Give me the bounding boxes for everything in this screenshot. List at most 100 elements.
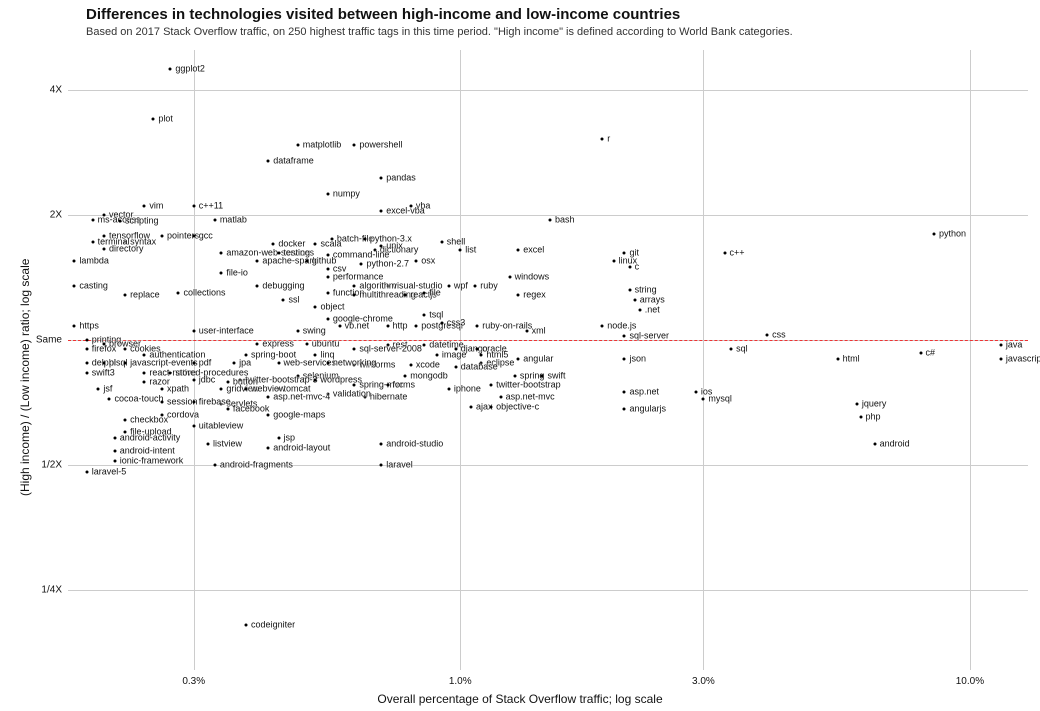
- data-point: [623, 390, 626, 393]
- chart-subtitle: Based on 2017 Stack Overflow traffic, on…: [86, 26, 793, 38]
- data-point-label: gcc: [199, 232, 213, 241]
- y-gridline: [68, 590, 1028, 591]
- data-point: [169, 67, 172, 70]
- data-point: [314, 306, 317, 309]
- data-point: [113, 437, 116, 440]
- chart-title: Differences in technologies visited betw…: [86, 6, 680, 23]
- x-tick-label: 10.0%: [956, 676, 984, 687]
- data-point-label: php: [866, 413, 881, 422]
- data-point: [380, 245, 383, 248]
- data-point-label: user-interface: [199, 327, 254, 336]
- data-point-label: regex: [523, 291, 546, 300]
- data-point-label: javascript: [1006, 354, 1040, 363]
- data-point-label: json: [629, 354, 646, 363]
- data-point-label: pdf: [199, 358, 212, 367]
- data-point-label: shell: [447, 238, 466, 247]
- data-point-label: string: [635, 285, 657, 294]
- data-point: [435, 353, 438, 356]
- data-point: [836, 357, 839, 360]
- data-point-label: ggplot2: [175, 64, 205, 73]
- data-point: [91, 218, 94, 221]
- data-point: [97, 388, 100, 391]
- data-point: [314, 243, 317, 246]
- chart-root: Differences in technologies visited betw…: [0, 0, 1040, 711]
- data-point-label: casting: [79, 281, 108, 290]
- data-point: [143, 381, 146, 384]
- data-point: [326, 318, 329, 321]
- data-point: [256, 342, 259, 345]
- data-point: [702, 398, 705, 401]
- data-point-label: matlab: [220, 215, 247, 224]
- data-point-label: replace: [130, 291, 160, 300]
- data-point-label: cocoa-touch: [114, 395, 163, 404]
- data-point-label: xpath: [167, 385, 189, 394]
- x-gridline: [460, 50, 461, 670]
- data-point: [102, 247, 105, 250]
- data-point-label: multithreading: [359, 291, 416, 300]
- data-point: [256, 259, 259, 262]
- data-point: [245, 388, 248, 391]
- data-point-label: c: [635, 262, 640, 271]
- data-point-label: http: [393, 322, 408, 331]
- data-point: [409, 363, 412, 366]
- data-point: [277, 437, 280, 440]
- data-point-label: firebase: [199, 397, 231, 406]
- data-point: [628, 288, 631, 291]
- data-point-label: twitter-bootstrap: [496, 380, 561, 389]
- data-point: [233, 361, 236, 364]
- data-point-label: scripting: [125, 217, 159, 226]
- data-point-label: jsf: [103, 385, 112, 394]
- data-point-label: css: [772, 330, 786, 339]
- data-point: [404, 294, 407, 297]
- data-point: [480, 353, 483, 356]
- data-point: [85, 471, 88, 474]
- data-point-label: html: [843, 354, 860, 363]
- data-point: [124, 419, 127, 422]
- data-point: [305, 259, 308, 262]
- data-point-label: sql: [736, 345, 748, 354]
- data-point: [490, 405, 493, 408]
- data-point: [192, 205, 195, 208]
- data-point: [423, 291, 426, 294]
- data-point: [459, 248, 462, 251]
- data-point-label: cordova: [167, 410, 199, 419]
- x-tick-label: 3.0%: [692, 676, 715, 687]
- data-point: [404, 374, 407, 377]
- data-point-label: swing: [303, 327, 326, 336]
- data-point: [169, 372, 172, 375]
- data-point-label: android-fragments: [220, 460, 293, 469]
- data-point: [213, 218, 216, 221]
- data-point: [124, 294, 127, 297]
- data-point: [766, 333, 769, 336]
- data-point-label: android: [880, 440, 910, 449]
- y-tick-label: 1/2X: [28, 459, 62, 470]
- data-point-label: osx: [421, 256, 435, 265]
- data-point: [612, 259, 615, 262]
- data-point-label: google-maps: [273, 410, 325, 419]
- data-point-label: apache-spark: [262, 256, 317, 265]
- data-point: [192, 379, 195, 382]
- data-point-label: sql-server: [629, 332, 669, 341]
- data-point: [192, 235, 195, 238]
- data-point: [85, 348, 88, 351]
- data-point-label: java: [1006, 341, 1023, 350]
- data-point: [85, 338, 88, 341]
- data-point: [517, 248, 520, 251]
- data-point-label: collections: [183, 288, 225, 297]
- data-point: [267, 446, 270, 449]
- data-point: [207, 443, 210, 446]
- data-point: [440, 241, 443, 244]
- data-point-label: image: [442, 350, 467, 359]
- data-point: [474, 284, 477, 287]
- data-point: [517, 294, 520, 297]
- data-point-label: scala: [320, 240, 341, 249]
- data-point: [415, 325, 418, 328]
- data-point: [415, 259, 418, 262]
- data-point-label: xml: [532, 327, 546, 336]
- data-point: [919, 351, 922, 354]
- data-point: [525, 330, 528, 333]
- reference-line: [68, 340, 1028, 341]
- data-point-label: jdbc: [199, 376, 216, 385]
- data-point-label: plot: [158, 115, 173, 124]
- data-point: [353, 383, 356, 386]
